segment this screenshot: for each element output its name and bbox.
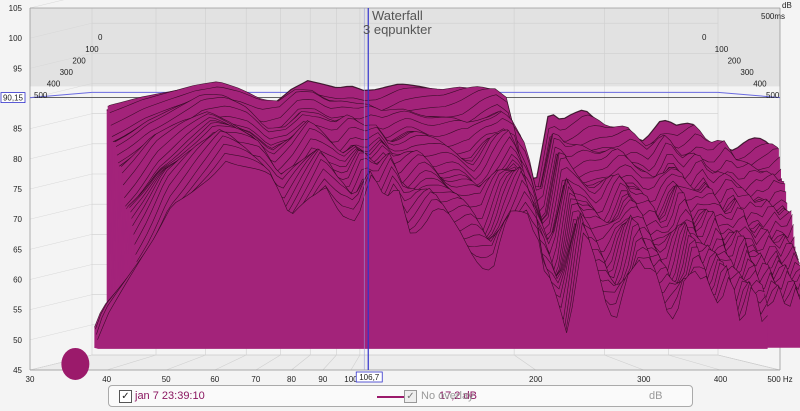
side-grid-h [29,53,93,69]
y-tick-label: 85 [13,125,22,134]
cursor-y-label: 90,15 [3,94,24,103]
series1-name: jan 7 23:39:10 [135,390,205,402]
series1-checkbox[interactable]: ✓ [119,390,132,403]
y-tick-label: 50 [13,336,22,345]
surface-slice-fill [97,161,768,349]
x-tick-labels: 30 40 50 60 70 80 90 100 200 300 400 500 Hz [26,375,793,384]
side-grid-h [29,294,93,310]
chart-subtitle: 3 eqpunkter [363,22,432,37]
x-tick-label: 90 [318,375,327,384]
side-grid-h [29,0,65,9]
y-tick-label: 65 [13,245,22,254]
y-tick-label: 80 [13,155,22,164]
time-tick-label-right: 300 [740,68,754,77]
time-tick-label-left: 200 [72,56,86,65]
side-grid-h [29,324,93,341]
side-grid-h [29,234,93,250]
cursor[interactable]: 106,7 90,15 [0,8,383,383]
y-tick-label: 75 [13,185,22,194]
floor-grid-line [513,354,536,371]
time-tick-label-right: 400 [753,80,767,89]
time-tick-label-left: 500 [34,91,48,100]
side-grid-h [29,22,93,39]
time-tick-label-right: 200 [728,56,742,65]
side-grid-h [29,83,93,99]
y-tick-label: 60 [13,276,22,285]
side-grid-h [29,203,93,220]
x-tick-label: 80 [287,375,296,384]
cursor-x-label: 106,7 [359,373,380,382]
floor-grid [29,354,781,371]
cursor-x-box [355,371,383,383]
floor-grid-line [214,354,247,371]
chart-title: Waterfall [372,8,423,23]
time-tick-label-left: 0 [98,33,103,42]
surface-slice-line [96,152,767,335]
low-freq-peak [61,347,90,380]
time-tick-label-right: 0 [702,33,707,42]
floor-grid-line [106,354,157,371]
legend: ✓ jan 7 23:39:10 17,2 dB ✓ No overlay dB [108,385,693,407]
series1-swatch [377,396,411,398]
y-tick-label: 95 [13,64,22,73]
x-tick-label: 300 [637,375,651,384]
x-tick-label: 500 Hz [767,375,792,384]
x-tick-label: 100 [344,375,358,384]
floor-grid-line [717,354,781,371]
series2-name: No overlay [421,390,474,402]
surface-slice-line [97,160,768,340]
series1-value: 17,2 dB [439,390,477,402]
waterfall-chart: 30 40 50 60 70 80 90 100 200 300 400 500 Hz 105 100 9… [0,0,800,385]
time-tick-label-left: 400 [47,80,61,89]
x-tick-label: 30 [26,375,35,384]
y-tick-label: 55 [13,306,22,315]
y-tick-label: 100 [9,34,23,43]
x-tick-label: 50 [162,375,171,384]
surface-slice-line [115,94,787,222]
surface-slice-line [128,125,799,282]
y-tick-label: 105 [9,4,23,13]
time-tick-label-right: 100 [715,45,729,54]
series2-checkbox[interactable]: ✓ [404,390,417,403]
y-tick-label: 70 [13,215,22,224]
side-grid-h [29,264,93,280]
floor-grid-line [255,354,281,371]
cursor-y-box [0,92,26,103]
side-grid-h [29,173,93,190]
waterfall-surface [61,79,800,380]
series2-value: dB [649,390,663,402]
y-tick-label: 45 [13,366,22,375]
floor-plane [29,354,781,371]
floor-grid-line [668,354,721,371]
x-tick-label: 200 [529,375,543,384]
floor-grid-line [166,354,206,371]
floor-grid-line [291,354,311,371]
time-tick-label-left: 100 [85,45,99,54]
x-tick-label: 400 [714,375,728,384]
time-tick-label-right: 500 [766,91,780,100]
time-unit-label: 500ms [761,12,785,21]
floor-grid-line [350,354,361,371]
floor-grid-line [322,354,337,371]
surface-slice-line [116,96,788,222]
y-unit-label: dB [782,1,792,10]
x-tick-label: 60 [210,375,219,384]
time-tick-label-left: 300 [60,68,74,77]
x-tick-label: 70 [251,375,260,384]
time-tick-labels: 0 0 100 100 200 200 300 300 400 400 500 500 [34,33,780,100]
floor-grid-line [604,354,644,371]
top-band [30,8,780,87]
x-tick-label: 40 [102,375,111,384]
side-grid-h [29,113,93,129]
side-grid-h [29,143,93,160]
